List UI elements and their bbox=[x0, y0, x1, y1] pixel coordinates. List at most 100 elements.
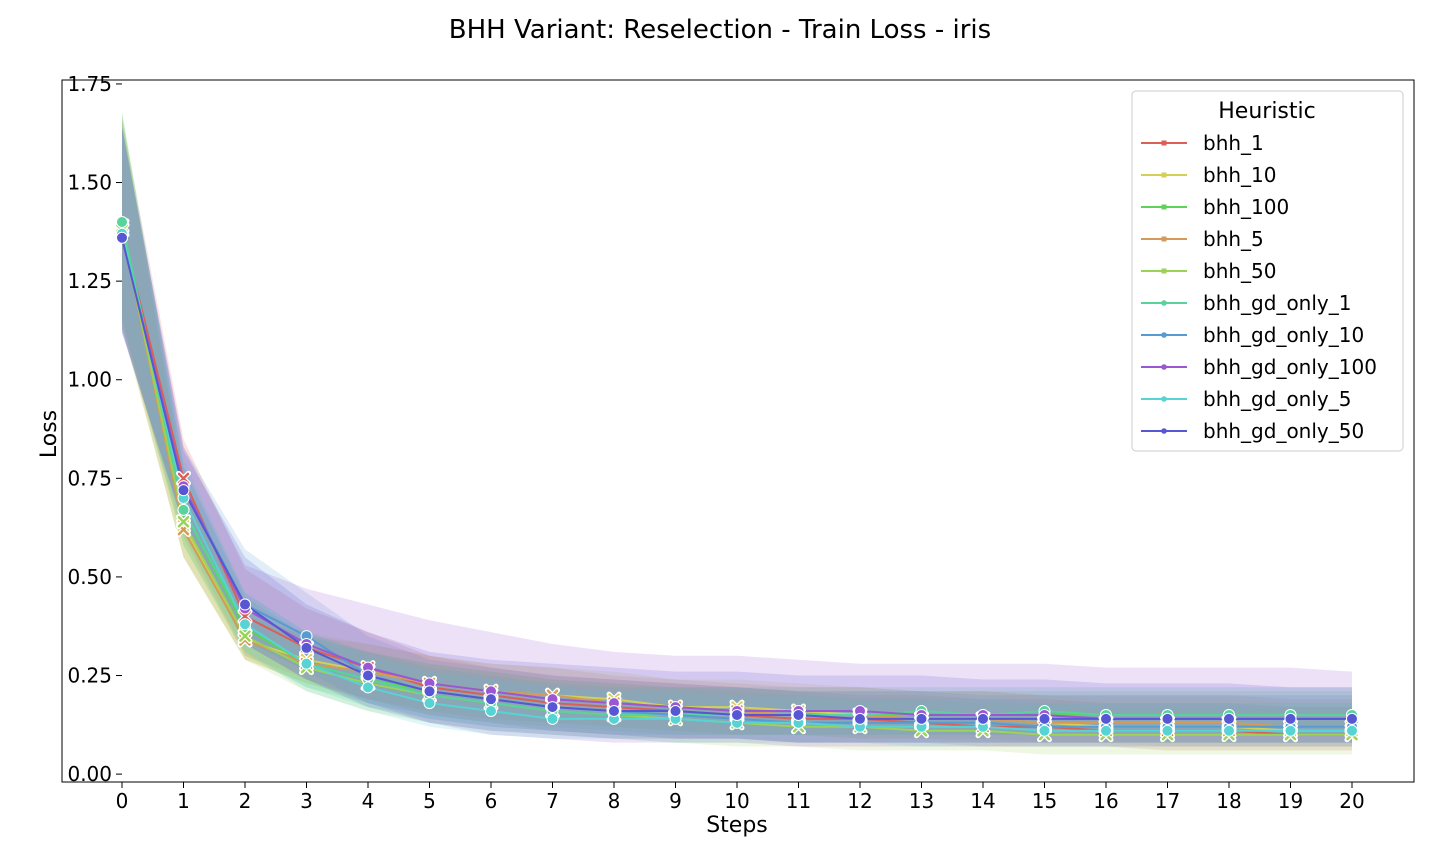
legend-marker bbox=[1161, 396, 1167, 402]
y-tick-label: 1.25 bbox=[67, 269, 112, 293]
x-tick-label: 18 bbox=[1216, 789, 1241, 813]
point-bhh-gd-only-50-11 bbox=[792, 708, 805, 721]
x-tick-label: 15 bbox=[1032, 789, 1057, 813]
legend-label: bhh_100 bbox=[1203, 195, 1289, 219]
point-bhh-gd-only-50-6 bbox=[485, 693, 497, 706]
legend-item-bhh-5: bhh_5 bbox=[1141, 227, 1264, 251]
legend-item-bhh-gd-only-50: bhh_gd_only_50 bbox=[1141, 419, 1364, 443]
legend-marker bbox=[1161, 204, 1167, 210]
band-bhh-gd-only-100 bbox=[122, 127, 1352, 747]
point-bhh-gd-only-5-2 bbox=[239, 618, 251, 631]
point-bhh-gd-only-5-3 bbox=[300, 657, 313, 670]
x-axis-label: Steps bbox=[706, 813, 768, 838]
point-bhh-gd-only-50-2 bbox=[239, 598, 251, 611]
y-tick-label: 1.50 bbox=[67, 171, 112, 195]
point-bhh-gd-only-50-7 bbox=[546, 701, 559, 714]
legend-item-bhh-gd-only-1: bhh_gd_only_1 bbox=[1141, 291, 1351, 315]
x-tick-label: 19 bbox=[1278, 789, 1303, 813]
chart-title: BHH Variant: Reselection - Train Loss - … bbox=[449, 15, 991, 45]
legend-marker bbox=[1161, 140, 1167, 146]
legend-box bbox=[1131, 90, 1404, 452]
legend-item-bhh-gd-only-5: bhh_gd_only_5 bbox=[1141, 387, 1351, 411]
x-tick-label: 9 bbox=[669, 789, 682, 813]
y-axis-ticks: 0.00 0.25 0.50 0.75 1.00 1.25 1.50 1.75 bbox=[67, 72, 122, 786]
point-bhh-gd-only-50-0 bbox=[116, 231, 128, 244]
point-bhh-gd-only-5-17 bbox=[1161, 724, 1174, 737]
legend-label: bhh_5 bbox=[1203, 227, 1264, 251]
x-tick-label: 7 bbox=[546, 789, 559, 813]
legend-item-bhh-10: bhh_10 bbox=[1141, 163, 1277, 187]
legend-marker bbox=[1161, 428, 1167, 434]
point-bhh-gd-only-50-13 bbox=[915, 712, 928, 725]
y-tick-label: 0.50 bbox=[67, 565, 112, 589]
point-bhh-gd-only-50-17 bbox=[1161, 712, 1174, 725]
legend-item-bhh-1: bhh_1 bbox=[1141, 131, 1264, 155]
legend-item-bhh-gd-only-100: bhh_gd_only_100 bbox=[1141, 355, 1377, 379]
point-bhh-gd-only-5-5 bbox=[423, 697, 436, 710]
x-tick-label: 11 bbox=[786, 789, 811, 813]
legend-marker bbox=[1161, 332, 1167, 338]
legend-marker bbox=[1161, 364, 1167, 370]
y-tick-label: 1.75 bbox=[67, 72, 112, 96]
x-tick-label: 4 bbox=[362, 789, 375, 813]
y-tick-label: 1.00 bbox=[67, 368, 112, 392]
x-tick-label: 17 bbox=[1155, 789, 1180, 813]
point-bhh-gd-only-5-7 bbox=[546, 712, 559, 725]
point-bhh-gd-only-1-0 bbox=[116, 215, 128, 228]
x-tick-label: 3 bbox=[300, 789, 313, 813]
y-axis-label: Loss bbox=[37, 410, 62, 458]
point-bhh-50-1 bbox=[176, 514, 191, 530]
legend-item-bhh-100: bhh_100 bbox=[1141, 195, 1289, 219]
y-tick-label: 0.00 bbox=[67, 762, 112, 786]
confidence-bands bbox=[122, 111, 1352, 755]
point-bhh-gd-only-50-4 bbox=[362, 669, 374, 682]
legend-label: bhh_gd_only_50 bbox=[1203, 419, 1364, 443]
x-tick-label: 2 bbox=[239, 789, 252, 813]
point-bhh-gd-only-50-8 bbox=[608, 705, 620, 718]
point-bhh-gd-only-50-15 bbox=[1038, 712, 1051, 725]
plot-frame bbox=[61, 79, 1415, 783]
point-bhh-gd-only-50-9 bbox=[669, 705, 682, 718]
y-tick-label: 0.75 bbox=[67, 466, 112, 490]
legend-title: Heuristic bbox=[1218, 99, 1315, 124]
point-bhh-gd-only-5-16 bbox=[1100, 724, 1112, 737]
series-markers bbox=[114, 215, 1360, 743]
x-tick-label: 13 bbox=[909, 789, 934, 813]
point-bhh-gd-only-5-18 bbox=[1223, 724, 1235, 737]
legend-marker bbox=[1161, 236, 1167, 242]
legend-item-bhh-50: bhh_50 bbox=[1141, 259, 1277, 283]
x-tick-label: 1 bbox=[177, 789, 190, 813]
legend-marker bbox=[1161, 268, 1167, 274]
legend-marker bbox=[1161, 172, 1167, 178]
legend-items: bhh_1 bhh_10 bhh_100 bhh_5 bhh_50 bhh_gd_only… bbox=[1141, 131, 1377, 443]
y-tick-label: 0.25 bbox=[67, 664, 112, 688]
point-bhh-50-2 bbox=[237, 628, 253, 644]
x-tick-label: 20 bbox=[1339, 789, 1364, 813]
x-tick-label: 12 bbox=[847, 789, 872, 813]
legend-label: bhh_gd_only_5 bbox=[1203, 387, 1351, 411]
x-tick-label: 10 bbox=[724, 789, 749, 813]
x-tick-label: 6 bbox=[485, 789, 498, 813]
legend-label: bhh_50 bbox=[1203, 259, 1277, 283]
point-bhh-gd-only-5-20 bbox=[1346, 724, 1358, 737]
legend: Heuristic bhh_1 bhh_10 bhh_100 bhh_5 bhh_50b… bbox=[1131, 90, 1404, 452]
legend-marker bbox=[1161, 300, 1167, 306]
legend-item-bhh-gd-only-10: bhh_gd_only_10 bbox=[1141, 323, 1364, 347]
point-bhh-gd-only-50-18 bbox=[1223, 712, 1235, 725]
point-bhh-gd-only-5-19 bbox=[1284, 724, 1297, 737]
point-bhh-gd-only-50-20 bbox=[1346, 712, 1358, 725]
point-bhh-gd-only-50-1 bbox=[177, 484, 190, 497]
x-tick-label: 14 bbox=[970, 789, 995, 813]
point-bhh-gd-only-50-10 bbox=[731, 708, 743, 721]
point-bhh-gd-only-50-5 bbox=[423, 685, 436, 698]
point-bhh-gd-only-50-3 bbox=[300, 641, 313, 654]
point-bhh-gd-only-5-6 bbox=[485, 705, 497, 718]
legend-label: bhh_gd_only_1 bbox=[1203, 291, 1351, 315]
x-tick-label: 0 bbox=[116, 789, 129, 813]
point-bhh-gd-only-50-19 bbox=[1284, 712, 1297, 725]
legend-label: bhh_1 bbox=[1203, 131, 1264, 155]
point-bhh-gd-only-5-15 bbox=[1038, 724, 1051, 737]
legend-label: bhh_gd_only_100 bbox=[1203, 355, 1377, 379]
x-tick-label: 16 bbox=[1093, 789, 1118, 813]
